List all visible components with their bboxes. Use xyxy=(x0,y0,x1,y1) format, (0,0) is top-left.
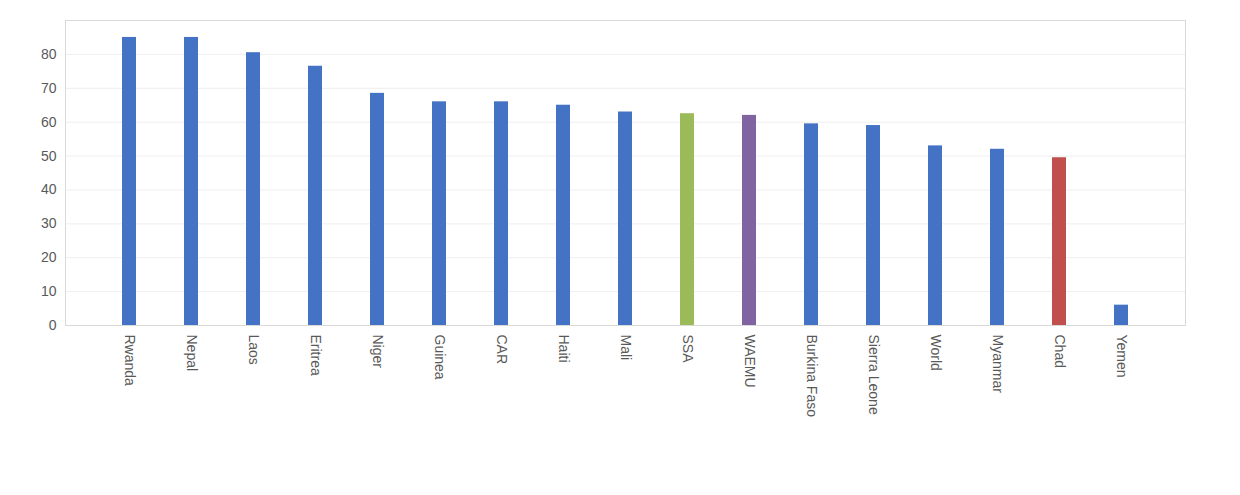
svg-text:50: 50 xyxy=(41,148,57,164)
svg-text:Guinea: Guinea xyxy=(432,335,448,380)
svg-text:Haiti: Haiti xyxy=(556,335,572,363)
svg-text:SSA: SSA xyxy=(680,335,696,364)
svg-text:Mali: Mali xyxy=(618,335,634,361)
svg-text:70: 70 xyxy=(41,80,57,96)
svg-text:80: 80 xyxy=(41,46,57,62)
svg-text:0: 0 xyxy=(49,317,57,333)
svg-text:Chad: Chad xyxy=(1052,335,1068,368)
svg-text:20: 20 xyxy=(41,249,57,265)
svg-text:Eritrea: Eritrea xyxy=(308,335,324,376)
svg-text:Laos: Laos xyxy=(246,335,262,365)
svg-text:WAEMU: WAEMU xyxy=(742,335,758,388)
svg-text:Rwanda: Rwanda xyxy=(122,335,138,387)
svg-text:30: 30 xyxy=(41,215,57,231)
svg-text:Burkina Faso: Burkina Faso xyxy=(804,335,820,418)
svg-text:World: World xyxy=(928,335,944,371)
svg-text:Yemen: Yemen xyxy=(1114,335,1130,378)
svg-text:Myanmar: Myanmar xyxy=(990,335,1006,394)
svg-text:CAR: CAR xyxy=(494,335,510,365)
svg-text:Niger: Niger xyxy=(370,335,386,369)
svg-text:60: 60 xyxy=(41,114,57,130)
svg-text:10: 10 xyxy=(41,283,57,299)
svg-text:Sierra Leone: Sierra Leone xyxy=(866,335,882,415)
svg-text:40: 40 xyxy=(41,181,57,197)
svg-text:Nepal: Nepal xyxy=(184,335,200,372)
